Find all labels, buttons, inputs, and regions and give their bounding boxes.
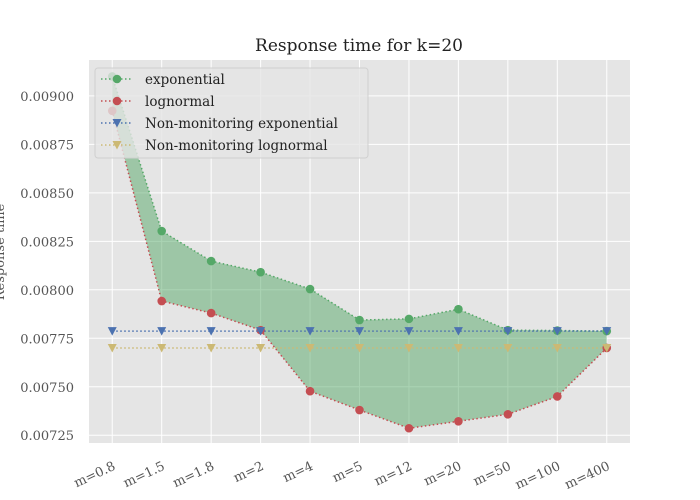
legend-label: Non-monitoring exponential	[145, 116, 338, 132]
y-tick-label: 0.00750	[20, 381, 74, 396]
marker	[256, 267, 265, 277]
fill-between	[112, 76, 607, 429]
marker	[305, 386, 315, 396]
marker	[355, 343, 364, 353]
marker	[157, 226, 166, 236]
marker	[404, 327, 414, 336]
marker	[552, 343, 562, 353]
x-tick-label: m=4	[281, 459, 316, 486]
marker	[404, 343, 414, 353]
legend-label: Non-monitoring lognormal	[145, 138, 328, 154]
x-tick-label: m=1.8	[171, 459, 217, 491]
x-tick-label: m=50	[471, 459, 513, 489]
marker	[454, 416, 463, 426]
marker	[256, 327, 266, 336]
series-line	[111, 110, 608, 430]
marker	[206, 256, 216, 266]
marker	[503, 343, 513, 353]
legend-marker	[112, 141, 122, 150]
x-tick-label: m=2	[231, 459, 266, 486]
marker	[305, 327, 315, 336]
marker	[305, 343, 315, 353]
marker	[602, 327, 612, 336]
marker	[453, 327, 463, 336]
marker	[256, 343, 266, 353]
x-tick-label: m=0.8	[72, 459, 118, 491]
chart-title: Response time for k=20	[255, 36, 463, 56]
y-tick-label: 0.00875	[20, 138, 74, 153]
marker	[157, 327, 167, 336]
marker	[553, 392, 562, 401]
marker	[503, 409, 513, 419]
marker	[404, 314, 414, 324]
x-tick-label: m=12	[372, 459, 414, 489]
legend-label: exponential	[145, 72, 225, 88]
x-tick-label: m=400	[563, 459, 613, 493]
y-tick-label: 0.00725	[20, 429, 74, 444]
x-tick-label: m=20	[422, 459, 464, 489]
marker	[453, 343, 463, 353]
y-tick-label: 0.00900	[20, 90, 74, 105]
marker	[503, 327, 513, 336]
marker	[404, 423, 414, 433]
x-tick-label: m=5	[330, 459, 365, 486]
marker	[355, 315, 364, 325]
marks	[107, 72, 612, 433]
legend-marker	[112, 96, 122, 106]
marker	[206, 327, 216, 336]
legend-label: lognormal	[145, 94, 215, 110]
x-tick-label: m=1.5	[121, 459, 167, 491]
legend: exponential lognormal Non-monitoring expon…	[94, 67, 369, 159]
marker	[157, 343, 167, 353]
legend-marker	[112, 74, 122, 84]
y-tick-label: 0.00850	[20, 187, 74, 202]
marker	[206, 343, 216, 353]
x-tick-label: m=100	[513, 459, 563, 493]
y-tick-label: 0.00775	[20, 332, 74, 347]
legend-marker	[112, 119, 122, 128]
y-tick-label: 0.00800	[20, 284, 74, 299]
marker	[355, 405, 364, 415]
marker	[107, 343, 117, 353]
marker	[157, 296, 166, 306]
marker	[305, 284, 315, 294]
marker	[552, 327, 562, 336]
marker	[602, 343, 612, 353]
marker	[454, 304, 463, 314]
y-axis-label: Response time	[0, 203, 8, 300]
marker	[107, 327, 117, 336]
marker	[355, 327, 364, 336]
legend-box	[94, 67, 369, 159]
marker	[206, 308, 216, 318]
y-tick-label: 0.00825	[20, 235, 74, 250]
